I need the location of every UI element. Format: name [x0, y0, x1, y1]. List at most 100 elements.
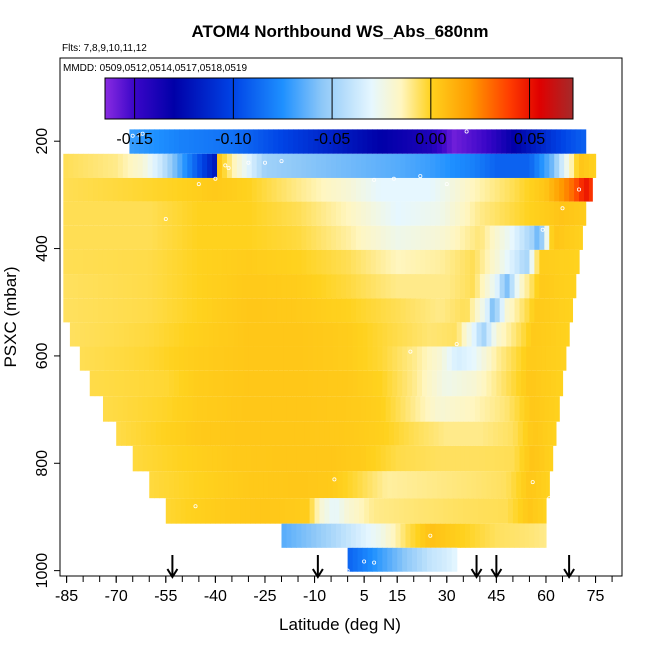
heatmap-cell: [288, 322, 294, 347]
heatmap-cell: [221, 274, 228, 299]
heatmap-cell: [316, 177, 322, 202]
sample-point: [560, 206, 565, 211]
heatmap-cell: [312, 471, 319, 499]
heatmap-cell: [541, 346, 547, 371]
heatmap-cell: [284, 421, 291, 446]
heatmap-cell: [400, 153, 407, 178]
heatmap-cell: [593, 153, 597, 178]
heatmap-cell: [365, 298, 372, 323]
heatmap-cell: [98, 177, 104, 202]
heatmap-cell: [283, 370, 289, 397]
heatmap-cell: [261, 396, 268, 422]
heatmap-cell: [426, 346, 433, 371]
heatmap-cell: [402, 322, 408, 347]
heatmap-cell: [466, 129, 473, 154]
heatmap-cell: [226, 396, 233, 422]
heatmap-cell: [192, 274, 198, 299]
heatmap-cell: [200, 498, 207, 524]
heatmap-cell: [431, 129, 438, 154]
heatmap-cell: [197, 225, 203, 250]
heatmap-cell: [112, 177, 119, 202]
heatmap-cell: [420, 523, 426, 548]
heatmap-cell: [266, 177, 273, 202]
heatmap-cell: [243, 346, 250, 371]
heatmap-cell: [509, 445, 516, 472]
colorbar-tick-label: 0.05: [514, 131, 545, 148]
heatmap-cell: [488, 421, 494, 446]
heatmap-cell: [484, 177, 491, 202]
heatmap-cell: [317, 346, 324, 371]
heatmap-cell: [266, 274, 273, 299]
heatmap-cell: [221, 225, 228, 250]
heatmap-cell: [400, 298, 407, 323]
heatmap-cell: [258, 129, 264, 154]
heatmap-cell: [236, 201, 243, 226]
heatmap-cell: [236, 445, 243, 472]
heatmap-cell: [479, 396, 486, 422]
heatmap-cell: [293, 471, 299, 499]
heatmap-cell: [98, 274, 104, 299]
heatmap-cell: [499, 396, 506, 422]
heatmap-cell: [73, 153, 79, 178]
heatmap-cell: [188, 471, 195, 499]
heatmap-cell: [408, 498, 415, 524]
heatmap-cell: [387, 471, 393, 499]
heatmap-cell: [301, 201, 307, 226]
heatmap-cell: [208, 370, 215, 397]
heatmap-cell: [372, 471, 378, 499]
heatmap-cell: [405, 523, 412, 548]
heatmap-cell: [306, 225, 312, 250]
heatmap-cell: [377, 129, 383, 154]
heatmap-cell: [134, 346, 140, 371]
heatmap-cell: [537, 498, 544, 524]
heatmap-cell: [331, 274, 337, 299]
heatmap-row: [79, 346, 567, 371]
heatmap-cell: [286, 249, 293, 275]
heatmap-cell: [350, 201, 357, 226]
heatmap-cell: [342, 370, 349, 397]
heatmap-cell: [390, 153, 397, 178]
heatmap-cell: [238, 129, 245, 154]
sample-points-layer: [130, 129, 582, 573]
heatmap-cell: [539, 445, 545, 472]
heatmap-cell: [236, 274, 243, 299]
heatmap-cell: [185, 498, 192, 524]
heatmap-cell: [273, 471, 279, 499]
heatmap-cell: [179, 346, 185, 371]
heatmap-cell: [460, 249, 466, 275]
heatmap-cell: [549, 274, 555, 299]
sample-point: [163, 216, 168, 221]
heatmap-cell: [375, 201, 382, 226]
heatmap-cell: [63, 201, 69, 226]
heatmap-cell: [516, 370, 522, 397]
heatmap-cell: [390, 177, 397, 202]
heatmap-cell: [453, 421, 459, 446]
heatmap-cell: [291, 249, 297, 275]
heatmap-cell: [332, 370, 339, 397]
heatmap-cell: [483, 498, 489, 524]
heatmap-cell: [488, 498, 494, 524]
heatmap-cell: [374, 421, 380, 446]
heatmap-cell: [202, 396, 208, 422]
heatmap-cell: [395, 523, 402, 548]
heatmap-cell: [144, 370, 150, 397]
heatmap-cell: [94, 322, 101, 347]
heatmap-cell: [147, 201, 154, 226]
heatmap-cell: [187, 298, 193, 323]
heatmap-cell: [212, 274, 218, 299]
heatmap-cell: [220, 421, 226, 446]
heatmap-cell: [78, 177, 84, 202]
heatmap-cell: [362, 471, 369, 499]
heatmap-cell: [281, 523, 288, 548]
heatmap-cell: [286, 225, 293, 250]
heatmap-cell: [182, 201, 188, 226]
heatmap-cell: [554, 153, 560, 178]
heatmap-cell: [499, 225, 506, 250]
heatmap-cell: [314, 498, 321, 524]
heatmap-cell: [450, 177, 456, 202]
heatmap-cell: [453, 498, 459, 524]
heatmap-cell: [400, 445, 407, 472]
heatmap-cell: [387, 370, 393, 397]
heatmap-cell: [215, 421, 221, 446]
heatmap-cell: [355, 274, 362, 299]
